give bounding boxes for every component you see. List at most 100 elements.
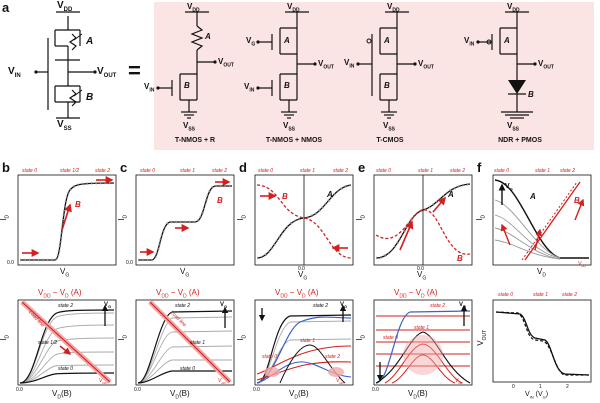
f-top-vd-label: VD [537,267,546,279]
d-top-zero: 0.0 [298,266,305,272]
plot-b-bottom-frame [17,299,117,386]
panel-letter-e: e [358,160,366,175]
b-bottom-state2: state 2 [58,303,74,309]
d-top-state2: state 2 [333,168,349,174]
v3-a-label: A [384,36,390,45]
c-bottom-state2: state 2 [175,303,191,309]
panel-letter-d: d [239,160,247,175]
v1-vin-label: VIN [144,82,155,94]
plot-e-bottom-frame [373,299,473,386]
e-top-id-label: ID [355,214,367,221]
b-top-curve [20,182,115,261]
v3-vss-label: VSS [383,121,396,133]
v2-vg-label: VG [246,36,256,48]
v4-vout-label: VOUT [538,59,554,71]
d-bottom-vdb-label: VD(B) [289,389,309,401]
e-top-state1: state 1 [418,168,434,174]
plot-c-bottom-frame [135,299,235,386]
v3-vin-label: VIN [344,58,355,70]
main-vss-label: VSS [57,119,72,132]
c-bottom-state0: state 0 [180,366,196,372]
b-arrow-3 [61,203,72,231]
e-bottom-id-label: ID [355,334,367,341]
f-bottom-state2: state 2 [562,292,578,298]
v2-a-label: A [284,36,290,45]
d-bottom-zero: 0.0 [253,387,260,393]
d-top-b-label: B [282,192,288,201]
e-top-a-label: A [448,190,454,199]
b-bottom-vdd-label: VDD [99,378,107,385]
b-bottom-zero: 0.0 [16,387,23,393]
variant-caption-2: T-NMOS + NMOS [265,137,323,144]
f-top-vg-arrow-label: VG [505,183,513,192]
d-bottom-id-label: ID [236,334,248,341]
v3-vdd-label: VDD [387,2,400,14]
b-top-id-label: ID [0,214,11,221]
v2-vout-label: VOUT [318,59,334,71]
main-vdd-label: VDD [57,0,73,13]
b-bottom-vg-label: VG [104,302,112,310]
c-bottom-vdb-label: VD(B) [170,389,190,401]
f-bottom-state0: state 0 [498,292,514,298]
v4-vdd-label: VDD [507,2,520,14]
v2-b-label: B [284,81,290,90]
f-tick-0: 0 [512,384,515,390]
b-bottom-vdd-vd-label: VDD − VD (A) [38,288,82,300]
f-top-red-line [524,181,581,261]
plot-b-top-frame [17,174,117,266]
c-top-state0: state 0 [140,168,156,174]
c-top-zero: 0.0 [126,260,133,266]
f-top-vdd-label: VDD [578,261,586,268]
f-tick-1: 1 [539,384,542,390]
v3-b-label: B [384,81,390,90]
b-bottom-id-label: ID [0,334,11,341]
e-top-red [375,209,471,255]
f-bottom-state1: state 1 [533,292,549,298]
b-top-zero: 0.0 [7,260,14,266]
e-bottom-vdb-label: VD(B) [408,389,428,401]
c-top-curve [138,185,232,261]
main-vout-label: VOUT [97,66,117,79]
e-bottom-state2: state 2 [430,303,446,309]
panel-letter-b: b [2,160,10,175]
panel-letter-c: c [120,160,128,175]
c-bottom-vdd-label: VDD [218,378,226,385]
v4-vin-label: VIN [464,36,475,48]
f-top-a-label: A [530,192,536,201]
v2-vss-label: VSS [283,121,296,133]
e-top-zero: 0.0 [417,266,424,272]
c-bottom-state1: state 1 [190,340,206,346]
e-top-vg-label: VG [417,270,427,282]
d-bottom-vg-label: VG [340,302,348,310]
f-bottom-vin-label: VIN (VG) [525,391,549,400]
main-vin-label: VIN [8,66,21,79]
d-top-a-label: A [327,190,333,199]
b-top-state0: state 0 [22,168,38,174]
e-bottom-vg-label: VG [459,302,467,310]
f-bottom-dashed [495,311,589,376]
v1-b-label: B [184,81,190,90]
f-tick-2: 2 [566,384,569,390]
e-top-b-label: B [457,254,463,263]
d-bottom-vdd-label: VDD [336,378,344,385]
v4-vss-label: VSS [507,121,520,133]
f-bottom-vout-label: VOUT [476,329,488,346]
c-bottom-id-label: ID [117,334,129,341]
plot-f-top-frame [492,174,592,266]
d-bottom-state1: state 1 [300,338,316,344]
f-top-id-label: ID [475,214,487,221]
variant-caption-4: NDR + PMOS [498,137,542,144]
v2-vdd-label: VDD [287,2,300,14]
d-top-state0: state 0 [258,168,274,174]
f-top-state2: state 2 [560,168,576,174]
c-bottom-vdd-vd-label: VDD − VD (A) [156,288,200,300]
c-bottom-vg-label: VG [220,302,228,310]
variant-caption-1: T-NMOS + R [174,137,216,144]
b-bottom-state12: state 1/2 [38,340,58,346]
b-top-state2: state 2 [95,168,111,174]
panel-a-circuit-diagram [34,11,537,119]
plot-c-top-frame [135,174,235,266]
f-top-state0: state 0 [494,168,510,174]
v1-vout-label: VOUT [218,57,234,69]
v4-b-label: B [528,90,534,99]
